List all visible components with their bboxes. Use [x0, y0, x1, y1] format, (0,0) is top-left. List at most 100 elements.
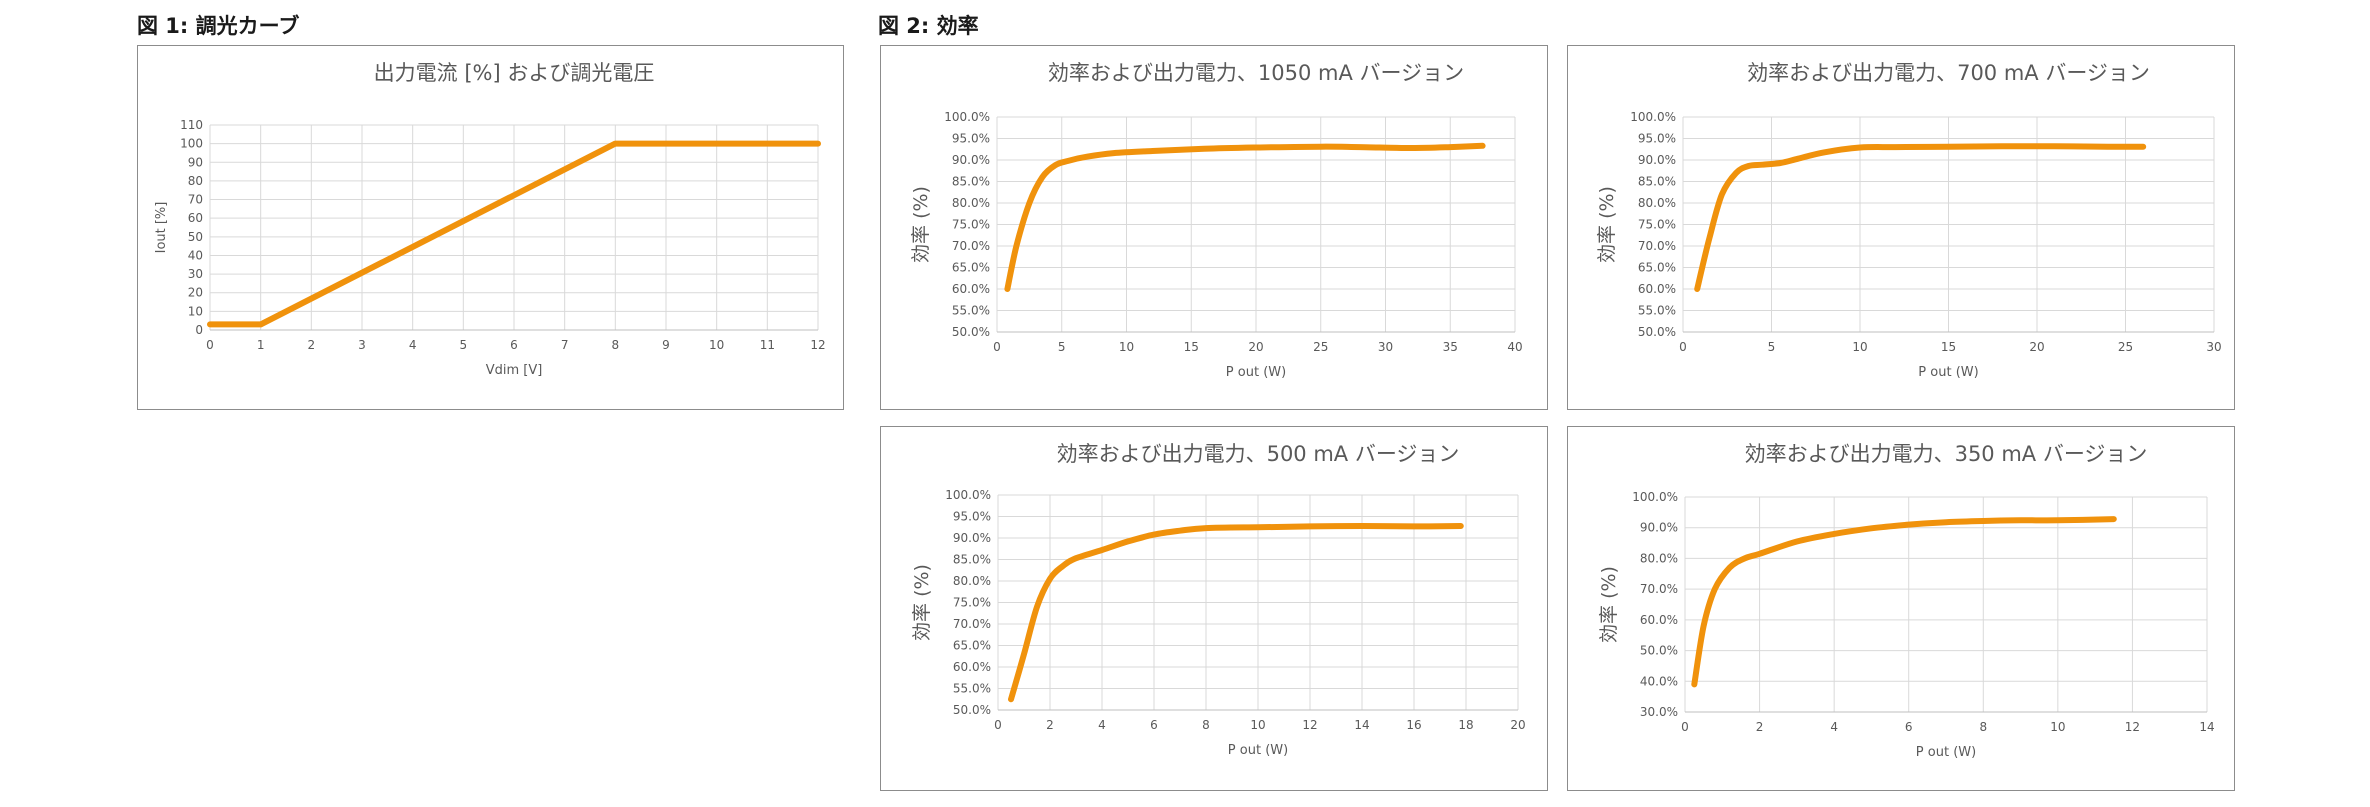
y-axis-label: 効率 (%) — [1596, 186, 1618, 263]
x-tick-label: 25 — [2118, 340, 2133, 354]
x-tick-label: 10 — [1250, 718, 1265, 732]
y-tick-label: 60 — [188, 211, 203, 225]
data-point — [1778, 161, 1783, 166]
x-tick-label: 0 — [1681, 720, 1689, 734]
x-tick-label: 14 — [1354, 718, 1369, 732]
data-point — [1126, 539, 1131, 544]
data-point — [1742, 556, 1747, 561]
y-tick-label: 85.0% — [953, 553, 991, 567]
data-point — [1746, 164, 1751, 169]
data-point — [1178, 528, 1183, 533]
data-point — [1757, 551, 1762, 556]
x-tick-label: 2 — [1756, 720, 1764, 734]
y-tick-label: 80 — [188, 174, 203, 188]
data-point — [816, 141, 821, 146]
data-point — [1999, 144, 2004, 149]
y-tick-label: 85.0% — [1638, 175, 1676, 189]
data-point — [1308, 524, 1313, 529]
efficiency-500ma-chart: 効率および出力電力、500 mA バージョン 0 2 4 6 8 10 12 14 16 18 20 5… — [880, 426, 1548, 791]
x-tick-label: 12 — [810, 338, 825, 352]
y-tick-label: 60.0% — [953, 660, 991, 674]
x-tick-label: 30 — [1378, 340, 1393, 354]
y-tick-label: 100.0% — [1632, 490, 1678, 504]
chart-title: 出力電流 [%] および調光電圧 — [374, 61, 655, 85]
series-line — [1694, 143, 2147, 292]
y-tick-label: 65.0% — [952, 261, 990, 275]
data-point — [1832, 531, 1837, 536]
data-point — [1734, 170, 1739, 175]
data-point — [613, 141, 618, 146]
data-point — [1357, 145, 1362, 150]
data-point — [1796, 156, 1801, 161]
y-tick-label: 95.0% — [953, 510, 991, 524]
x-tick-label: 25 — [1313, 340, 1328, 354]
y-tick-label: 20 — [188, 286, 203, 300]
x-axis-label: P out (W) — [1226, 365, 1286, 380]
x-tick-label: 20 — [1248, 340, 1263, 354]
y-tick-label: 60.0% — [1638, 282, 1676, 296]
y-tick-label: 40.0% — [1640, 674, 1678, 688]
y-tick-label: 60.0% — [952, 282, 990, 296]
data-point — [1822, 150, 1827, 155]
y-axis-label: Iout [%] — [154, 202, 169, 254]
y-tick-label: 55.0% — [952, 304, 990, 318]
data-point — [1085, 154, 1090, 159]
data-point — [2055, 518, 2060, 523]
efficiency-700ma-chart: 効率および出力電力、700 mA バージョン 0 5 10 15 20 25 30 50.0% 5… — [1567, 45, 2235, 410]
y-tick-label: 0 — [195, 323, 203, 337]
y-tick-label: 50 — [188, 230, 203, 244]
data-point — [1040, 175, 1045, 180]
x-tick-label: 8 — [612, 338, 620, 352]
eff700-svg: 効率および出力電力、700 mA バージョン 0 5 10 15 20 25 30 50.0% 5… — [1596, 61, 2222, 380]
y-tick-label: 70.0% — [953, 617, 991, 631]
x-tick-label: 0 — [1679, 340, 1687, 354]
x-tick-label: 2 — [308, 338, 316, 352]
y-tick-label: 70 — [188, 193, 203, 207]
chart-title: 効率および出力電力、500 mA バージョン — [1057, 442, 1460, 466]
eff1050-svg: 効率および出力電力、1050 mA バージョン 0 5 10 15 20 25 30 35 40 5… — [910, 61, 1523, 380]
y-tick-label: 50.0% — [953, 703, 991, 717]
chart-title: 効率および出力電力、350 mA バージョン — [1745, 442, 2148, 466]
data-point — [1204, 526, 1209, 531]
data-point — [1981, 518, 1986, 523]
x-tick-label: 16 — [1406, 718, 1421, 732]
x-tick-label: 18 — [1458, 718, 1473, 732]
y-tick-label: 100.0% — [1630, 110, 1676, 124]
x-axis-label: P out (W) — [1916, 745, 1976, 760]
y-tick-label: 110 — [180, 118, 203, 132]
data-point — [1150, 148, 1155, 153]
data-point — [1014, 244, 1019, 249]
x-axis-label: P out (W) — [1918, 365, 1978, 380]
x-tick-label: 2 — [1046, 718, 1054, 732]
data-point — [1048, 576, 1053, 581]
data-point — [1035, 604, 1040, 609]
data-point — [1944, 520, 1949, 525]
data-point — [2141, 144, 2146, 149]
x-tick-label: 15 — [1941, 340, 1956, 354]
y-tick-label: 100 — [180, 137, 203, 151]
x-tick-label: 10 — [1852, 340, 1867, 354]
x-tick-label: 8 — [1202, 718, 1210, 732]
y-tick-label: 30.0% — [1640, 705, 1678, 719]
data-point — [1448, 145, 1453, 150]
y-tick-label: 55.0% — [1638, 304, 1676, 318]
x-tick-label: 3 — [358, 338, 366, 352]
data-point — [1893, 145, 1898, 150]
data-point — [2105, 144, 2110, 149]
data-point — [1100, 548, 1105, 553]
y-tick-label: 85.0% — [952, 175, 990, 189]
data-point — [2111, 517, 2116, 522]
x-tick-label: 4 — [409, 338, 417, 352]
y-tick-label: 90.0% — [952, 153, 990, 167]
data-point — [1707, 235, 1712, 240]
efficiency-1050ma-chart: 効率および出力電力、1050 mA バージョン 0 5 10 15 20 25 30 35 40 5… — [880, 45, 1548, 410]
data-point — [1256, 525, 1261, 530]
y-tick-label: 30 — [188, 267, 203, 281]
y-tick-label: 100.0% — [944, 110, 990, 124]
x-tick-label: 6 — [1150, 718, 1158, 732]
data-point — [1254, 145, 1259, 150]
data-point — [1858, 145, 1863, 150]
data-point — [1869, 526, 1874, 531]
x-tick-label: 0 — [206, 338, 214, 352]
y-tick-label: 70.0% — [952, 239, 990, 253]
